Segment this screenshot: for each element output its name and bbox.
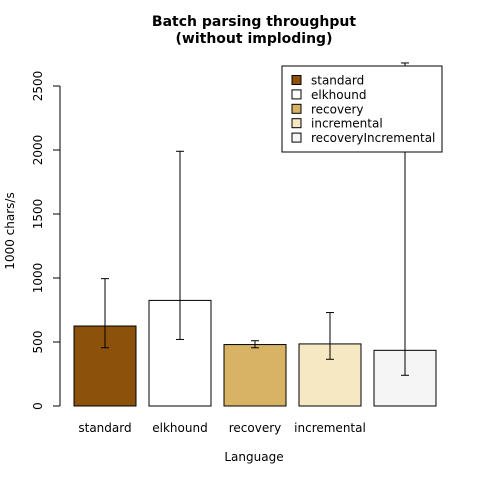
- x-tick-label: standard: [78, 421, 131, 435]
- y-tick-label: 2000: [31, 135, 45, 166]
- legend-label: incremental: [311, 117, 383, 131]
- legend: standardelkhoundrecoveryincrementalrecov…: [281, 65, 443, 153]
- legend-label: elkhound: [311, 88, 366, 102]
- y-axis-label: 1000 chars/s: [3, 192, 17, 269]
- x-tick-label: incremental: [294, 421, 366, 435]
- legend-box: [281, 65, 443, 153]
- y-tick-label: 1000: [31, 263, 45, 294]
- x-tick-label: recovery: [229, 421, 282, 435]
- chart-title-line-1: Batch parsing throughput: [152, 14, 356, 30]
- legend-label: recovery: [311, 102, 364, 116]
- y-tick-label: 1500: [31, 199, 45, 230]
- x-axis-label: Language: [224, 450, 283, 464]
- legend-swatch: [291, 75, 302, 85]
- y-tick-label: 0: [31, 402, 45, 410]
- bars: [73, 299, 437, 407]
- legend-swatch: [291, 103, 302, 114]
- y-tick-label: 2500: [31, 71, 45, 102]
- y-tick-label: 500: [31, 331, 45, 354]
- chart-title-line-2: (without imploding): [176, 31, 333, 47]
- legend-swatch: [291, 132, 302, 143]
- x-tick-label: elkhound: [152, 421, 207, 435]
- y-axis: 0 500 1000 1500 2000 2500: [31, 71, 61, 410]
- legend-label: recoveryIncremental: [311, 131, 435, 145]
- legend-swatch: [291, 89, 302, 100]
- bar-recovery: [223, 344, 287, 407]
- legend-label: standard: [311, 74, 364, 88]
- x-tick-labels: standard elkhound recovery incremental: [78, 421, 365, 435]
- legend-swatch: [291, 118, 302, 129]
